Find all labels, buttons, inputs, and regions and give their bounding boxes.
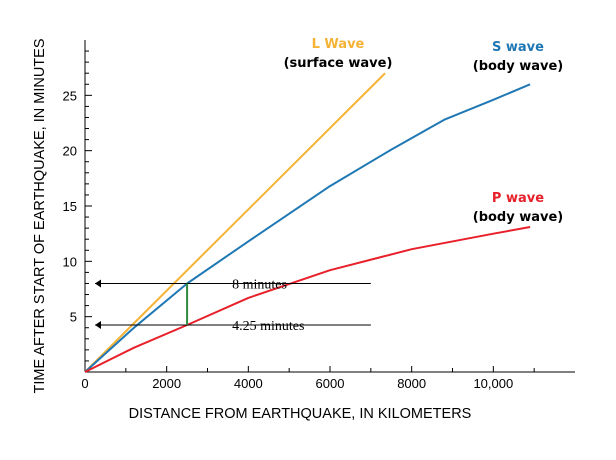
annotation-arrowhead [95, 279, 101, 288]
l-wave-sublabel: (surface wave) [284, 56, 393, 71]
x-tick-label: 8000 [397, 376, 426, 391]
y-tick-label: 25 [63, 88, 77, 103]
y-tick-label: 20 [63, 144, 77, 159]
p-wave-line [84, 226, 531, 373]
s-wave-label: S wave [492, 40, 544, 55]
y-tick-label: 15 [63, 199, 77, 214]
x-tick-label: 2000 [152, 376, 181, 391]
y-axis-title: TIME AFTER START OF EARTHQUAKE, IN MINUT… [32, 38, 48, 393]
s-wave-line [84, 83, 531, 373]
annotations: 8 minutes 4.25 minutes [95, 277, 371, 334]
x-axis-title: DISTANCE FROM EARTHQUAKE, IN KILOMETERS [129, 406, 472, 422]
annotation-arrowhead [95, 320, 101, 329]
annotation-label: 8 minutes [232, 277, 287, 292]
l-wave-label: L Wave [312, 37, 365, 52]
series-lines [84, 72, 531, 373]
x-tick-label: 4000 [234, 376, 263, 391]
x-tick-label: 0 [81, 376, 88, 391]
l-wave-line [84, 72, 386, 373]
x-tick-label: 10,000 [473, 376, 513, 391]
s-wave-sublabel: (body wave) [473, 59, 564, 74]
p-wave-sublabel: (body wave) [473, 210, 564, 225]
y-tick-label: 5 [70, 310, 77, 325]
y-tick-label: 10 [63, 254, 77, 269]
annotation-label: 4.25 minutes [232, 319, 304, 334]
ticks: 0 2000 4000 6000 8000 10,000 5 10 15 20 25 [63, 50, 535, 391]
p-wave-label: P wave [492, 191, 544, 206]
axes [84, 40, 575, 373]
x-tick-label: 6000 [316, 376, 345, 391]
series-labels: L Wave (surface wave) S wave (body wave) P w… [284, 37, 564, 225]
